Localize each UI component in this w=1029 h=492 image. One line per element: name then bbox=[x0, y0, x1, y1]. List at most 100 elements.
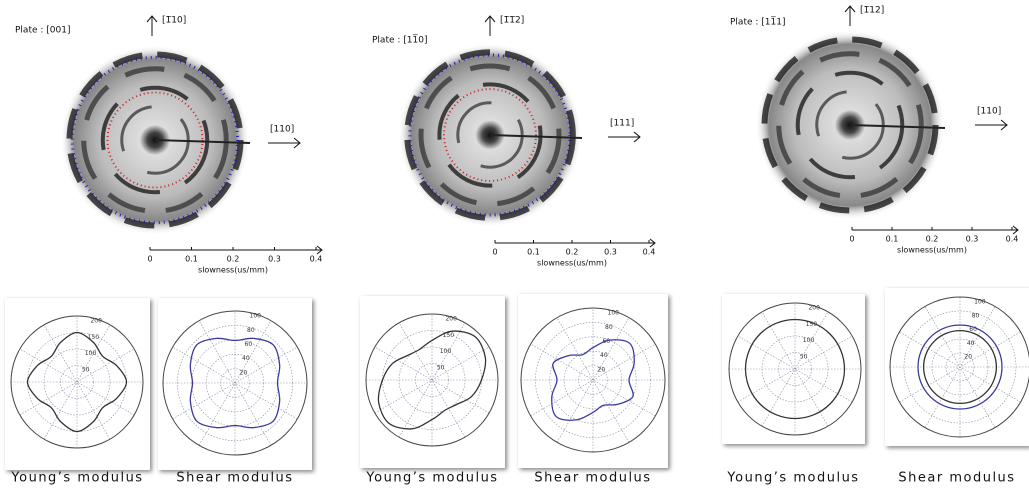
pattern-ring bbox=[418, 63, 562, 207]
r-grid bbox=[365, 313, 499, 447]
r-tick-label: 100 bbox=[803, 337, 815, 344]
x-tick-label: 0.1 bbox=[185, 255, 198, 264]
r-grid bbox=[10, 315, 144, 449]
streak bbox=[489, 134, 583, 139]
r-grid bbox=[931, 338, 989, 396]
r-grid bbox=[220, 368, 250, 398]
r-grid bbox=[191, 339, 279, 427]
r-grid bbox=[761, 335, 829, 403]
pattern-ring bbox=[761, 36, 939, 214]
plot-box bbox=[5, 298, 150, 470]
r-tick-label: 100 bbox=[608, 310, 620, 317]
red-markers bbox=[443, 88, 537, 182]
r-tick-label: 200 bbox=[808, 305, 820, 312]
r-tick-label: 200 bbox=[90, 318, 102, 325]
x-tick-label: 0.2 bbox=[926, 235, 939, 244]
r-grid bbox=[549, 336, 637, 424]
r-tick-label: 40 bbox=[242, 355, 250, 362]
spoke bbox=[43, 324, 111, 440]
r-tick-label: 60 bbox=[969, 326, 977, 333]
r-tick-label: 20 bbox=[598, 366, 606, 373]
up-arrow bbox=[146, 15, 158, 36]
right-arrow bbox=[268, 137, 301, 149]
plate-label: Plate : [11̅0] bbox=[372, 34, 427, 46]
blue-markers bbox=[408, 53, 572, 217]
r-grid bbox=[903, 310, 1017, 424]
r-tick-label: 50 bbox=[82, 366, 90, 373]
r-tick-label: 80 bbox=[247, 327, 255, 334]
r-grid bbox=[889, 296, 1029, 438]
pattern-ring bbox=[100, 85, 210, 195]
caption: Young’s modulus bbox=[726, 471, 859, 486]
r-tick-label: 100 bbox=[974, 299, 986, 306]
caption: Young’s modulus bbox=[10, 471, 143, 486]
right-direction: [110] bbox=[270, 125, 294, 135]
modulus-curve bbox=[917, 324, 1003, 410]
plate-label: Plate : [11̅1] bbox=[730, 16, 785, 28]
right-arrow bbox=[975, 119, 1008, 131]
right-direction: [111] bbox=[610, 119, 634, 129]
r-tick-label: 60 bbox=[245, 341, 253, 348]
spoke bbox=[530, 343, 656, 417]
r-grid bbox=[728, 302, 862, 436]
streak bbox=[154, 139, 251, 144]
axis-line bbox=[150, 245, 323, 255]
pattern-ring bbox=[776, 51, 924, 199]
pattern-ring bbox=[66, 51, 244, 229]
r-grid bbox=[60, 365, 94, 399]
right-arrow bbox=[608, 131, 641, 143]
spoke bbox=[172, 346, 298, 420]
r-tick-label: 100 bbox=[85, 350, 97, 357]
plate-label: Plate : [001] bbox=[15, 26, 70, 36]
axis-label: slowness(us/mm) bbox=[198, 266, 268, 275]
up-arrow bbox=[484, 15, 496, 36]
up-direction: [1̅10] bbox=[162, 16, 186, 26]
x-tick-label: 0 bbox=[849, 235, 854, 244]
axis-label: slowness(us/mm) bbox=[897, 246, 967, 255]
red-markers bbox=[106, 91, 204, 189]
modulus-curve bbox=[377, 330, 487, 430]
x-tick-label: 0.4 bbox=[1006, 235, 1019, 244]
r-tick-label: 100 bbox=[250, 313, 262, 320]
x-tick-label: 0.1 bbox=[886, 235, 899, 244]
pattern-ring bbox=[795, 70, 905, 180]
modulus-curve bbox=[551, 339, 635, 421]
axis-line bbox=[852, 225, 1019, 235]
pattern-ring bbox=[437, 82, 543, 188]
x-tick-label: 0.3 bbox=[604, 248, 617, 257]
r-tick-label: 150 bbox=[88, 334, 100, 341]
spoke bbox=[737, 335, 853, 403]
r-tick-label: 200 bbox=[445, 316, 457, 323]
modulus-curve bbox=[26, 331, 128, 433]
axis-line bbox=[495, 238, 656, 248]
x-tick-label: 0.2 bbox=[566, 248, 579, 257]
pattern-ring bbox=[81, 66, 229, 214]
r-tick-label: 80 bbox=[605, 324, 613, 331]
modulus-curve bbox=[189, 337, 281, 429]
plot-box bbox=[158, 298, 312, 470]
axis-label: slowness(us/mm) bbox=[537, 259, 607, 268]
polar-polar: 50 100 150 200 bbox=[360, 296, 505, 468]
x-tick-label: 0.4 bbox=[310, 255, 323, 264]
x-tick-label: 0.1 bbox=[527, 248, 540, 257]
pattern-ring bbox=[120, 105, 190, 175]
caption: Shear modulus bbox=[898, 471, 1015, 486]
r-grid bbox=[535, 322, 651, 438]
r-grid bbox=[43, 348, 111, 416]
r-grid bbox=[177, 325, 293, 441]
pattern-ring bbox=[456, 101, 524, 169]
r-grid bbox=[778, 352, 812, 386]
caption: Young’s modulus bbox=[365, 471, 498, 486]
caption: Shear modulus bbox=[534, 471, 651, 486]
r-tick-label: 100 bbox=[440, 348, 452, 355]
spoke bbox=[19, 348, 135, 416]
polar-polar: 50 100 150 200 bbox=[5, 298, 150, 470]
spoke bbox=[899, 331, 1021, 403]
r-tick-label: 150 bbox=[806, 321, 818, 328]
streak bbox=[849, 124, 946, 129]
r-grid bbox=[578, 365, 608, 395]
